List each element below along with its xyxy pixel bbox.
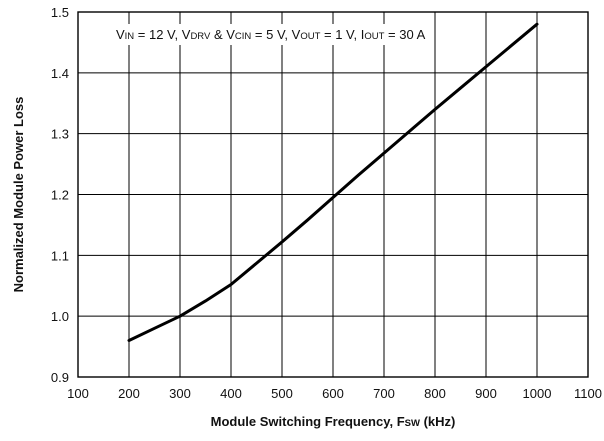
text-span: Module Switching Frequency, F <box>211 414 405 429</box>
y-tick-label-1-1: 1.1 <box>51 248 69 263</box>
tick-label-layer: 100 200 300 400 500 600 700 800 900 1000 1100 0.9 1.… <box>51 5 602 401</box>
x-tick-label-900: 900 <box>475 386 497 401</box>
subscript-text: CIN <box>235 31 252 42</box>
text-span: I <box>361 27 365 42</box>
x-tick-label-1000: 1000 <box>523 386 552 401</box>
text-span: = 1 V, <box>320 27 360 42</box>
y-tick-label-1-0: 1.0 <box>51 309 69 324</box>
x-tick-label-800: 800 <box>424 386 446 401</box>
y-tick-label-1-5: 1.5 <box>51 5 69 20</box>
x-tick-label-700: 700 <box>373 386 395 401</box>
x-tick-label-300: 300 <box>169 386 191 401</box>
y-tick-label-0-9: 0.9 <box>51 370 69 385</box>
text-span: V <box>116 27 125 42</box>
series-layer <box>127 22 539 342</box>
y-tick-label-1-3: 1.3 <box>51 127 69 142</box>
y-axis-label: Normalized Module Power Loss <box>11 97 26 293</box>
text-span: V <box>292 27 301 42</box>
subscript-text: DRV <box>190 31 211 42</box>
x-tick-label-1100: 1100 <box>574 386 602 401</box>
x-tick-label-400: 400 <box>220 386 242 401</box>
subscript-text: OUT <box>364 31 384 42</box>
text-span: & <box>210 27 226 42</box>
y-tick-label-1-2: 1.2 <box>51 188 69 203</box>
y-tick-label-1-4: 1.4 <box>51 66 69 81</box>
text-span: (kHz) <box>420 414 455 429</box>
chart-annotation: VIN = 12 V, VDRV & VCIN = 5 V, VOUT = 1 … <box>116 27 426 42</box>
subscript-text: IN <box>125 31 135 42</box>
plot-area-frame <box>77 11 589 378</box>
text-span: = 12 V, <box>134 27 182 42</box>
subscript-text: OUT <box>300 31 320 42</box>
text-span: V <box>226 27 235 42</box>
x-tick-label-600: 600 <box>322 386 344 401</box>
annotation-background <box>110 24 432 45</box>
grid-layer <box>77 11 589 378</box>
x-tick-label-200: 200 <box>118 386 140 401</box>
series-line-0 <box>127 22 539 342</box>
x-axis-label: Module Switching Frequency, FSW (kHz) <box>211 414 456 429</box>
x-tick-label-100: 100 <box>67 386 89 401</box>
subscript-text: SW <box>405 418 420 429</box>
text-span: = 5 V, <box>251 27 291 42</box>
x-tick-label-500: 500 <box>271 386 293 401</box>
text-span: = 30 A <box>384 27 425 42</box>
text-span: V <box>182 27 191 42</box>
